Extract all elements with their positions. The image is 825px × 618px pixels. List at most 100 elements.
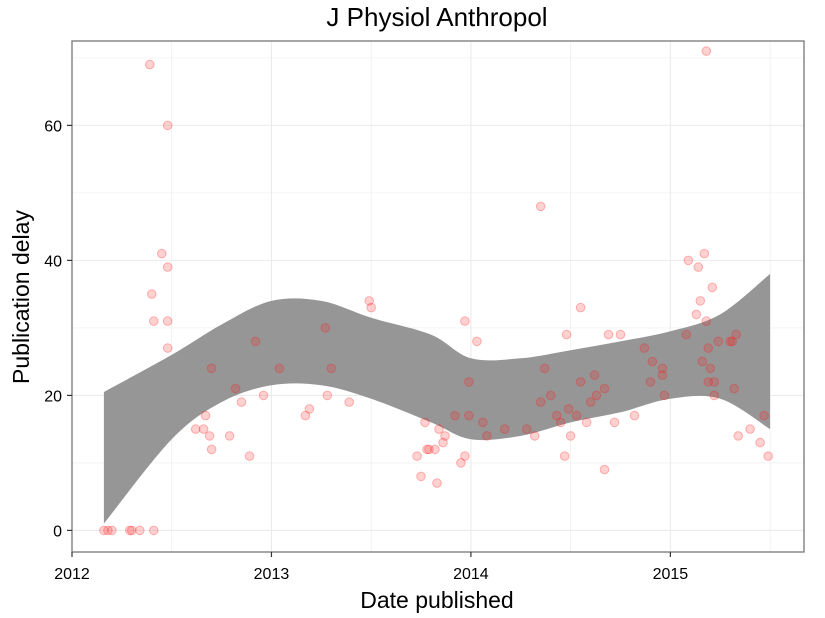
data-point xyxy=(707,282,718,293)
data-point xyxy=(364,296,375,306)
data-point xyxy=(745,424,755,434)
data-point xyxy=(701,316,712,326)
data-point xyxy=(695,296,706,306)
data-point xyxy=(224,431,235,441)
data-point xyxy=(162,343,173,353)
data-point xyxy=(629,410,640,421)
data-point xyxy=(482,431,492,441)
grid xyxy=(71,41,804,552)
data-point xyxy=(585,397,596,407)
data-point xyxy=(135,525,145,536)
data-point xyxy=(200,410,211,421)
data-point xyxy=(422,444,432,455)
x-tick-label: 2014 xyxy=(453,566,489,583)
data-point xyxy=(326,363,337,374)
y-axis-title: Publication delay xyxy=(8,210,34,384)
y-axis: 0 20 40 60 xyxy=(44,118,72,540)
x-tick-label: 2013 xyxy=(254,566,290,583)
data-point xyxy=(125,525,135,536)
data-point xyxy=(162,120,173,131)
data-point xyxy=(424,444,434,455)
data-point xyxy=(725,336,736,347)
x-axis-title: Date published xyxy=(360,587,513,613)
data-point xyxy=(763,451,773,461)
data-point xyxy=(551,410,562,421)
data-point xyxy=(149,316,159,326)
data-point xyxy=(190,424,201,434)
data-point xyxy=(99,525,109,536)
data-point xyxy=(609,417,620,428)
data-point xyxy=(713,336,724,347)
x-tick-label: 2012 xyxy=(54,566,90,583)
data-point xyxy=(559,451,570,461)
data-point xyxy=(460,451,470,461)
data-point xyxy=(565,431,576,441)
data-point xyxy=(522,424,532,434)
data-point xyxy=(699,248,710,259)
data-point xyxy=(709,377,720,387)
data-point xyxy=(727,336,738,347)
data-point xyxy=(603,329,614,340)
data-point xyxy=(599,383,610,394)
data-point xyxy=(103,525,113,536)
data-point xyxy=(657,363,668,374)
data-point xyxy=(759,410,769,421)
data-point xyxy=(472,336,482,347)
data-point xyxy=(591,390,602,401)
data-point xyxy=(440,431,450,441)
data-point xyxy=(733,431,744,441)
data-point xyxy=(529,431,540,441)
panel-border xyxy=(71,40,805,553)
data-point xyxy=(230,383,241,394)
data-point xyxy=(204,431,215,441)
data-point xyxy=(162,316,173,326)
data-point xyxy=(157,248,167,259)
data-point xyxy=(236,397,247,407)
data-point xyxy=(555,417,566,428)
data-point xyxy=(535,201,546,212)
data-point xyxy=(647,356,658,367)
data-point xyxy=(460,316,470,326)
data-point xyxy=(145,59,155,70)
data-point xyxy=(705,363,716,374)
confidence-band xyxy=(103,273,771,524)
data-point xyxy=(645,377,656,387)
data-point xyxy=(456,458,466,468)
data-point xyxy=(731,329,742,340)
x-axis: 2012 2013 2014 2015 xyxy=(54,552,688,583)
data-point xyxy=(575,377,586,387)
data-point xyxy=(535,397,546,407)
data-point xyxy=(478,417,488,428)
data-point xyxy=(571,410,582,421)
data-point xyxy=(438,437,448,448)
y-tick-label: 20 xyxy=(44,388,62,405)
data-point xyxy=(693,262,704,272)
data-point xyxy=(322,390,333,401)
data-point xyxy=(250,336,261,347)
y-tick-label: 60 xyxy=(44,118,62,135)
data-point xyxy=(589,370,600,380)
y-tick-label: 0 xyxy=(53,523,62,540)
data-point xyxy=(709,390,720,401)
points-layer xyxy=(99,46,773,536)
data-point xyxy=(701,46,712,56)
data-point xyxy=(420,417,430,428)
data-point xyxy=(244,451,255,461)
data-point xyxy=(703,343,714,353)
data-point xyxy=(149,525,159,536)
smooth-band xyxy=(103,273,771,524)
data-point xyxy=(450,410,460,421)
y-tick-label: 40 xyxy=(44,253,62,270)
data-point xyxy=(430,444,440,455)
data-point xyxy=(581,417,592,428)
data-point xyxy=(683,255,694,266)
x-tick-label: 2015 xyxy=(653,566,689,583)
data-point xyxy=(729,383,740,394)
data-point xyxy=(412,451,422,461)
data-point xyxy=(561,329,572,340)
data-point xyxy=(657,370,668,380)
data-point xyxy=(639,343,650,353)
data-point xyxy=(258,390,269,401)
data-point xyxy=(755,437,765,448)
